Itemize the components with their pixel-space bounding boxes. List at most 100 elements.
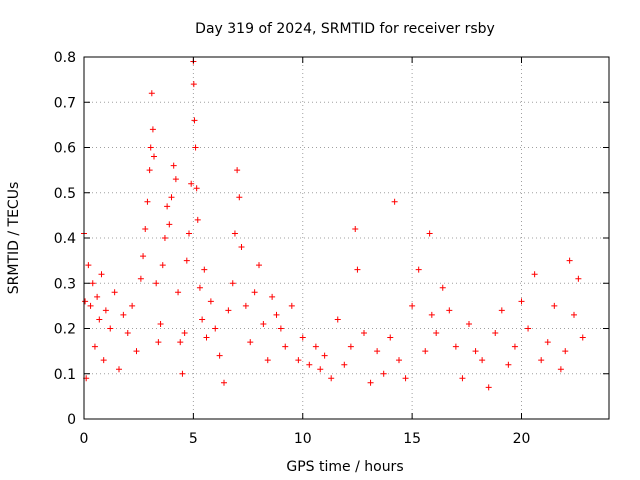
data-point — [216, 352, 223, 359]
data-point — [144, 198, 151, 205]
data-point — [575, 275, 582, 282]
data-point — [221, 379, 227, 386]
data-point — [409, 302, 416, 309]
tick-labels-layer: 0 0.1 0.2 0.3 0.4 0.5 0.6 0.7 0.8 0 5 10 15 20 — [54, 50, 531, 447]
data-point — [479, 357, 486, 364]
x-tick-label: 15 — [403, 431, 421, 447]
data-point — [538, 357, 545, 364]
x-tick-label: 5 — [189, 431, 198, 447]
y-tick-label: 0.4 — [54, 231, 76, 247]
data-point — [120, 311, 127, 318]
data-point — [234, 167, 241, 174]
data-point — [242, 302, 249, 309]
data-point — [452, 343, 459, 350]
data-point — [347, 343, 354, 350]
data-point — [551, 302, 558, 309]
data-point — [557, 366, 564, 373]
data-point — [201, 266, 208, 273]
data-point — [498, 307, 505, 314]
data-point — [433, 330, 440, 337]
data-point — [164, 203, 171, 210]
y-axis-title: SRMTID / TECUs — [6, 182, 22, 295]
data-point — [151, 153, 157, 160]
ticks-layer — [83, 56, 609, 420]
data-point — [111, 289, 118, 296]
data-point — [511, 343, 518, 350]
data-point — [85, 262, 92, 269]
data-point — [415, 266, 422, 273]
data-point — [374, 348, 381, 355]
data-point — [269, 293, 276, 300]
data-point — [256, 262, 262, 269]
data-point — [191, 117, 198, 124]
y-tick-label: 0.5 — [54, 186, 76, 202]
data-point — [422, 348, 429, 355]
data-point — [172, 176, 179, 183]
x-axis-title: GPS time / hours — [286, 459, 403, 475]
y-tick-label: 0.1 — [54, 367, 76, 383]
data-point — [177, 339, 184, 346]
data-point — [212, 325, 219, 332]
data-point — [299, 334, 306, 341]
data-point — [96, 316, 103, 323]
data-point — [146, 167, 153, 174]
data-point — [179, 370, 186, 377]
data-point — [562, 348, 569, 355]
data-point — [426, 230, 433, 237]
data-point — [98, 271, 105, 278]
data-point — [186, 230, 192, 237]
data-point — [116, 366, 122, 373]
data-point — [387, 334, 394, 341]
x-tick-label: 0 — [80, 431, 89, 447]
data-point — [295, 357, 302, 364]
data-point — [149, 126, 156, 133]
data-point — [571, 311, 577, 318]
x-tick-label: 10 — [294, 431, 312, 447]
y-tick-label: 0 — [67, 412, 76, 428]
data-point — [155, 339, 162, 346]
data-point — [380, 370, 387, 377]
data-point — [157, 320, 164, 327]
data-point — [94, 293, 101, 300]
data-point — [192, 144, 199, 151]
data-point — [317, 366, 324, 373]
data-point — [525, 325, 532, 332]
data-point — [361, 330, 367, 337]
data-point — [367, 379, 374, 386]
data-point — [190, 81, 197, 88]
data-point — [544, 339, 551, 346]
data-point — [148, 90, 155, 97]
data-point — [229, 280, 236, 287]
data-point — [124, 330, 131, 337]
data-point — [321, 352, 328, 359]
data-point — [225, 307, 232, 314]
data-point — [147, 144, 154, 151]
data-point — [142, 225, 149, 232]
data-point — [87, 302, 94, 309]
data-point — [82, 298, 89, 305]
data-point — [428, 311, 435, 318]
data-point — [341, 361, 348, 368]
data-point — [236, 194, 243, 201]
data-point — [238, 244, 245, 251]
data-point — [446, 307, 453, 314]
data-point — [518, 298, 525, 305]
data-point — [91, 343, 98, 350]
data-point — [161, 235, 168, 241]
data-point — [579, 334, 586, 341]
data-point — [175, 289, 182, 296]
data-point — [492, 330, 499, 337]
chart-title: Day 319 of 2024, SRMTID for receiver rsb… — [195, 21, 495, 37]
data-point — [391, 198, 398, 205]
data-point — [193, 185, 200, 192]
data-point — [181, 330, 188, 337]
data-point — [89, 280, 96, 287]
data-point — [466, 320, 472, 327]
data-point — [153, 280, 160, 287]
data-point — [306, 361, 313, 368]
data-point — [188, 180, 195, 187]
grid-layer — [84, 57, 609, 419]
y-tick-label: 0.2 — [54, 322, 76, 338]
data-point — [107, 325, 114, 332]
